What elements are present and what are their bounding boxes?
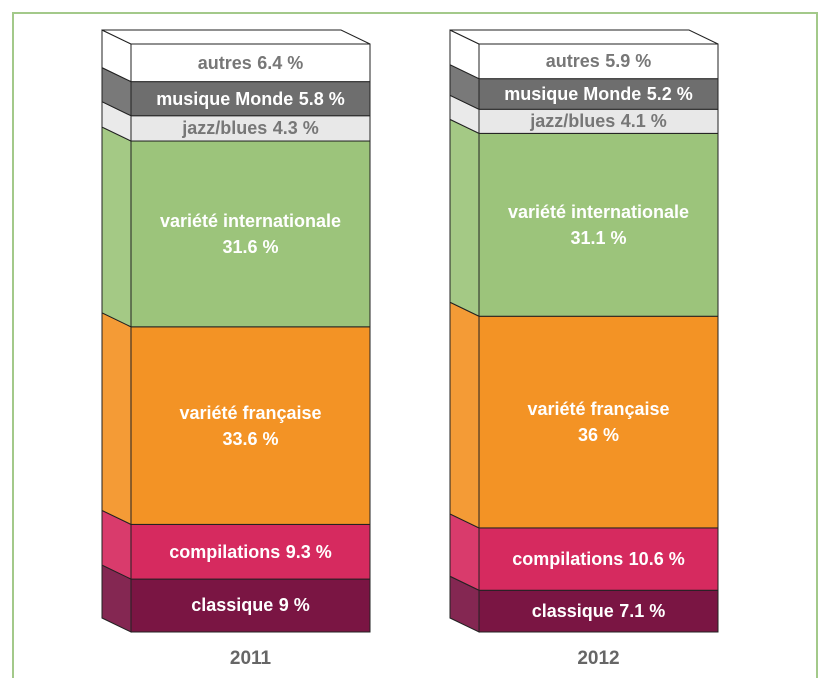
value-label: 33.6 % [222,428,279,449]
bar-segment [478,527,719,591]
data-label: jazz/blues 4.3 % [131,116,370,141]
value-label: 4.3 % [272,118,319,139]
data-label: jazz/blues 4.1 % [479,109,718,133]
bar-side [449,301,480,529]
value-label: 31.1 % [570,227,627,248]
data-label: compilations 9.3 % [131,524,370,579]
bar-segment [130,81,371,117]
segment-name: variété internationale [159,210,342,231]
bar-segment [478,132,719,317]
bar-side [101,312,132,526]
bar-side [101,126,132,328]
segment-name: musique Monde [156,88,294,109]
data-label: musique Monde 5.8 % [131,82,370,116]
value-label: 4.1 % [620,111,667,132]
segment-name: jazz/blues [182,118,268,139]
bar-segment [478,108,719,134]
data-label: classique 9 % [131,579,370,632]
bar-segment [130,115,371,142]
bar-top [449,29,719,45]
segment-name: classique [191,595,274,616]
segment-name: jazz/blues [530,111,616,132]
value-label: 10.6 % [628,549,685,570]
value-label: 7.1 % [619,601,666,622]
data-label: compilations 10.6 % [479,528,718,590]
frame [12,12,818,678]
value-label: 5.2 % [646,83,693,104]
bar-side [449,118,480,318]
x-tick-label: 2011 [229,648,272,669]
segment-name: autres [197,52,252,73]
bar-segment [130,326,371,525]
value-label: 9.3 % [285,541,332,562]
bar-top [101,29,371,45]
value-label: 31.6 % [222,236,279,257]
bar-segment [478,589,719,633]
bar-segment [130,140,371,328]
bar-segment [130,43,371,83]
data-label: classique 7.1 % [479,590,718,632]
data-label: variété française 33.6 % [131,327,370,525]
value-label: 9 % [278,595,310,616]
bar-segment [478,43,719,80]
segment-name: autres [545,51,600,72]
segment-name: variété internationale [507,201,690,222]
value-label: 5.8 % [298,88,345,109]
segment-name: variété française [527,398,670,419]
value-label: 36 % [577,425,620,446]
bar-segment [478,78,719,110]
bar-segment [130,578,371,633]
segment-name: compilations [169,541,281,562]
value-label: 5.9 % [605,51,652,72]
bar-segment [478,315,719,529]
data-label: variété française 36 % [479,316,718,528]
value-label: 6.4 % [257,52,304,73]
segment-name: variété française [179,402,322,423]
data-label: autres 5.9 % [479,44,718,79]
data-label: variété internationale 31.6 % [131,141,370,327]
x-tick-label: 2012 [577,648,620,669]
data-label: musique Monde 5.2 % [479,79,718,110]
data-label: variété internationale 31.1 % [479,133,718,316]
segment-name: compilations [512,549,624,570]
segment-name: classique [531,601,614,622]
bar-segment [130,523,371,580]
data-label: autres 6.4 % [131,44,370,82]
segment-name: musique Monde [504,83,642,104]
